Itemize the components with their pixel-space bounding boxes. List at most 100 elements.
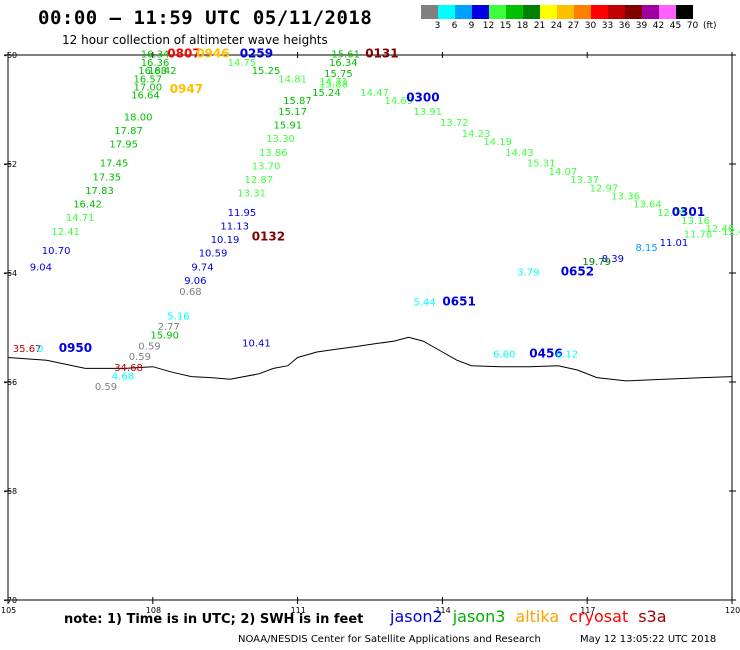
wave-height-label: 13.36 [611,191,640,202]
generated-timestamp: May 12 13:05:22 UTC 2018 [580,634,717,645]
wave-height-label: 19.79 [582,257,611,268]
legend-swatch [540,5,557,19]
wave-height-label: 16.34 [329,58,358,69]
legend-label: 18 [516,21,529,31]
wave-height-label: 14.69 [385,96,414,107]
wave-height-label: 13.16 [681,216,710,227]
legend-swatch [489,5,506,19]
satellite-jason3: jason3 [452,607,506,626]
lat-tick-label: -62 [4,160,17,169]
wave-height-label: 0.59 [95,382,117,393]
wave-height-label: 9.06 [184,276,206,287]
wave-height-label: 3.79 [517,268,539,279]
legend-label: 39 [635,21,648,31]
wave-height-label: 16.34 [141,50,170,61]
wave-height-label: 0 [37,344,43,355]
wave-height-label: 16.42 [73,200,102,211]
credit-line: NOAA/NESDIS Center for Satellite Applica… [238,634,541,645]
wave-height-label: 17.95 [109,140,138,151]
wave-height-label: 12.97 [590,183,619,194]
wave-height-label: 11.13 [220,221,249,232]
wave-height-label: 16.64 [131,91,160,102]
wave-height-label: 15.90 [150,330,179,341]
legend-swatch [625,5,642,19]
wave-height-label: 11.95 [228,208,257,219]
pass-time-label: 0651 [442,295,475,309]
wave-height-label: 14.19 [483,137,512,148]
legend-label: 15 [499,21,512,31]
wave-height-label: 16.88 [138,66,167,77]
wave-height-label: 13.70 [252,162,281,173]
lat-tick-label: -60 [4,51,17,60]
lon-tick-label: 111 [291,606,306,615]
legend-swatch [438,5,455,19]
wave-height-label: 0.59 [129,352,151,363]
legend-swatch [676,5,693,19]
wave-height-label: 14.43 [505,148,534,159]
wave-height-label: 15.31 [527,159,556,170]
wave-height-label: 14.23 [462,129,491,140]
wave-height-label: 12.41 [51,227,80,238]
legend-label: 9 [468,21,475,31]
lon-tick-label: 105 [1,606,16,615]
legend-swatch [557,5,574,19]
wave-height-label: 13.86 [259,148,288,159]
chart-subtitle: 12 hour collection of altimeter wave hei… [62,33,328,47]
wave-height-label: 14.75 [228,58,257,69]
legend-label: 42 [652,21,665,31]
wave-height-label: 13.30 [266,134,295,145]
pass-time-label: 0807 [167,47,200,61]
wave-height-label: 13.31 [237,189,266,200]
legend-label: 45 [669,21,682,31]
wave-height-label: 6.60 [493,350,515,361]
legend-label: 3 [434,21,441,31]
wave-height-label: 4.68 [112,371,134,382]
legend-swatch [421,5,438,19]
wave-height-label: 0.68 [179,287,201,298]
wave-height-label: 15.61 [331,50,360,61]
wave-height-label: 17.87 [114,126,143,137]
lon-tick-label: 120 [725,606,740,615]
wave-height-label: 16.57 [134,74,163,85]
wave-height-label: 18.00 [124,112,153,123]
pass-time-label: 0301 [672,205,705,219]
wave-height-label: 15.91 [274,121,303,132]
wave-height-label: 17.45 [100,159,129,170]
legend-swatch [574,5,591,19]
legend-label: 70 [686,21,699,31]
footer-note: note: 1) Time is in UTC; 2) SWH is in fe… [64,612,364,627]
legend-swatch [642,5,659,19]
antarctic-coastline [7,336,733,382]
pass-time-label: 0950 [59,341,92,355]
lon-tick-label: 117 [580,606,595,615]
wave-height-label: 16.36 [141,58,170,69]
wave-height-label: 12.46 [706,224,735,235]
satellite-jason2: jason2 [390,607,443,626]
lat-tick-label: -68 [4,487,17,496]
wave-height-label: 10.19 [211,235,240,246]
legend-label: 24 [550,21,563,31]
satellite-s3a: s3a [638,607,667,626]
pass-time-label: 0947 [170,82,203,96]
lon-tick-label: 108 [146,606,161,615]
wave-height-label: 8.15 [636,243,658,254]
wave-height-label: 9.04 [30,262,52,273]
legend-swatch [455,5,472,19]
legend-label: 12 [482,21,495,31]
wave-height-label: 15.25 [252,66,281,77]
wave-height-label: 13.72 [440,118,469,129]
chart-title: 00:00 – 11:59 UTC 05/11/2018 [38,7,373,29]
wave-height-label: 14.07 [549,167,578,178]
wave-height-label: 10.70 [42,246,71,257]
wave-height-label: 13.91 [413,107,442,118]
wave-height-label: 17.00 [134,82,163,93]
legend-swatch [608,5,625,19]
map-frame [7,54,733,601]
wave-height-label: 35.67 [13,344,42,355]
wave-height-label: 15.87 [283,96,312,107]
satellite-cryosat: cryosat [569,607,629,626]
legend-swatch [659,5,676,19]
lat-tick-label: -66 [4,378,17,387]
wave-height-label: 14.47 [360,88,389,99]
wave-height-label: 34.68 [114,363,143,374]
